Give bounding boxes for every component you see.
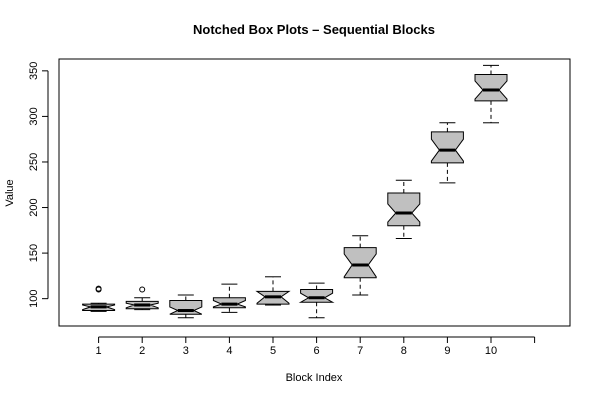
box-10 xyxy=(474,64,508,124)
box-8 xyxy=(387,179,421,240)
box-3 xyxy=(169,294,203,319)
y-tick-label: 150 xyxy=(28,244,40,262)
plot-frame xyxy=(58,58,571,327)
x-axis: 1 2 3 4 5 6 7 8 9 10 xyxy=(96,336,536,357)
y-tick-label: 200 xyxy=(28,198,40,216)
box-body xyxy=(430,131,464,164)
x-tick-label: 3 xyxy=(183,345,189,357)
y-tick-label: 350 xyxy=(28,62,40,80)
box-body xyxy=(387,192,421,227)
x-tick-label: 7 xyxy=(357,345,363,357)
x-tick-label: 10 xyxy=(485,345,497,357)
box-body xyxy=(343,247,377,279)
x-tick-label: 9 xyxy=(444,345,450,357)
x-tick-label: 6 xyxy=(314,345,320,357)
x-tick-label: 5 xyxy=(270,345,276,357)
box-6 xyxy=(298,282,335,319)
box-4 xyxy=(212,283,246,313)
x-tick-label: 8 xyxy=(401,345,407,357)
box-series xyxy=(82,64,508,319)
box-9 xyxy=(430,122,464,184)
box-2 xyxy=(125,286,159,311)
y-tick-label: 250 xyxy=(28,153,40,171)
box-5 xyxy=(255,276,291,306)
x-tick-label: 1 xyxy=(96,345,102,357)
chart-title: Notched Box Plots – Sequential Blocks xyxy=(193,22,435,37)
outlier-point xyxy=(95,285,102,292)
y-axis-label: Value xyxy=(4,179,16,206)
y-tick-label: 300 xyxy=(28,107,40,125)
box-body xyxy=(474,74,508,102)
outlier-point xyxy=(139,286,146,293)
x-tick-label: 4 xyxy=(226,345,232,357)
box-body xyxy=(169,300,203,315)
y-tick-label: 100 xyxy=(28,289,40,307)
box-body xyxy=(298,289,335,303)
x-tick-label: 2 xyxy=(139,345,145,357)
box-7 xyxy=(343,235,377,296)
box-1 xyxy=(82,285,116,312)
x-axis-label: Block Index xyxy=(286,372,343,384)
y-axis: 100 150 200 250 300 350 xyxy=(28,62,49,308)
